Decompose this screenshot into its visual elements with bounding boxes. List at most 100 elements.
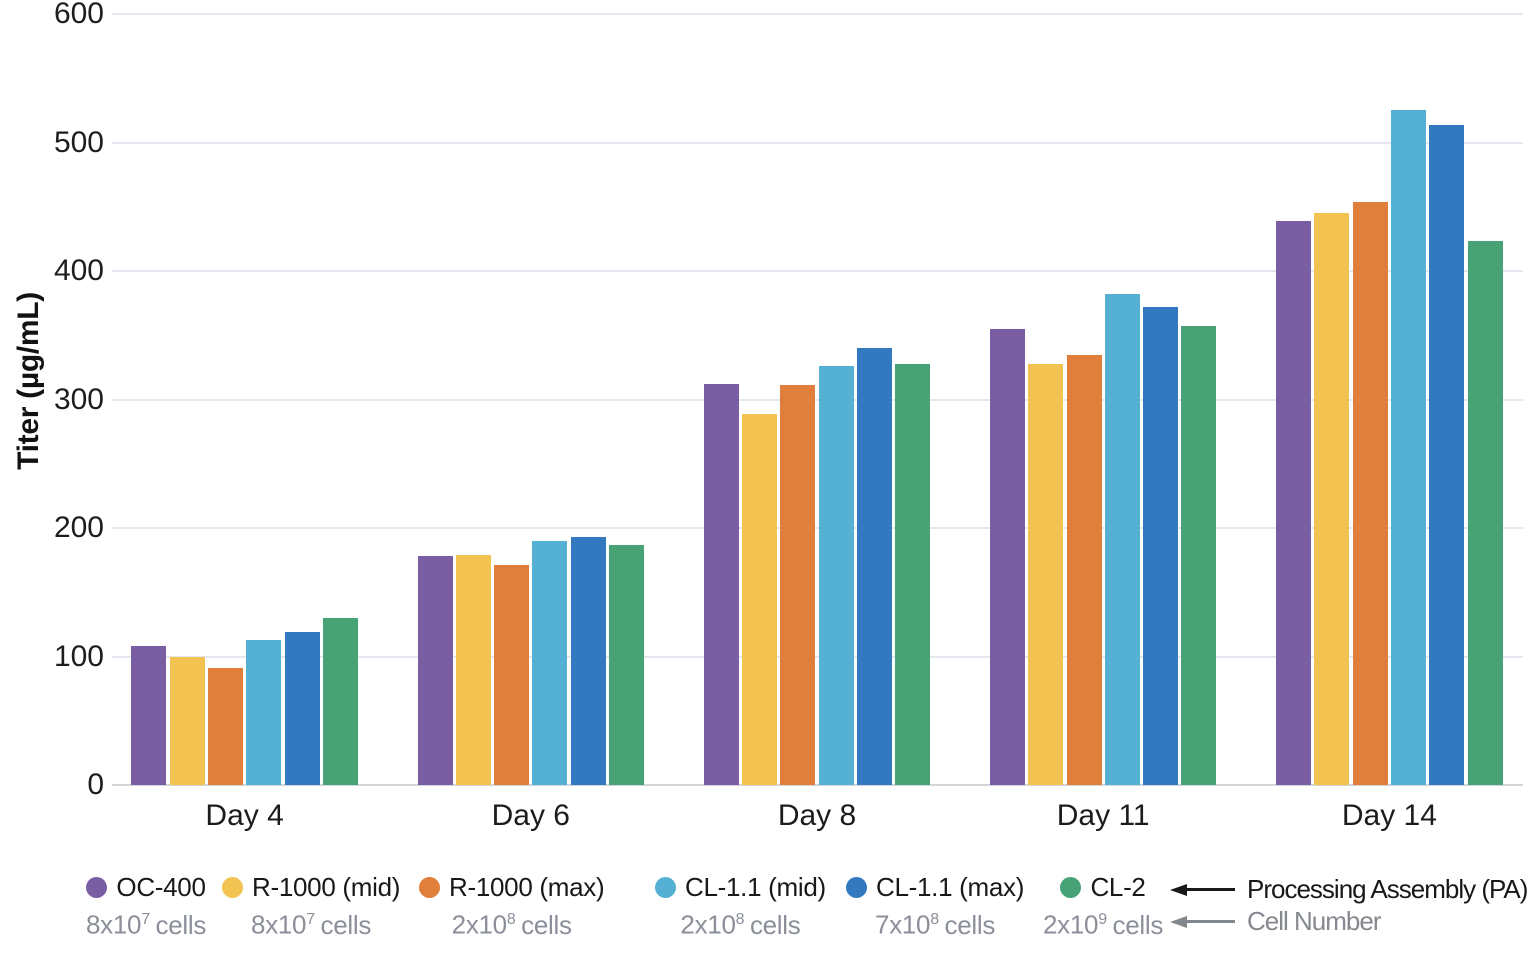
plot-area [112, 13, 1523, 786]
bar [246, 639, 282, 785]
bar [1352, 201, 1388, 785]
legend-label: CL-1.1 (mid) [685, 872, 826, 902]
bar [1276, 220, 1312, 785]
legend-color-dot [846, 876, 867, 898]
bar [780, 385, 816, 785]
bar [989, 328, 1025, 785]
legend-item: CL-1.1 (mid) 2x108 cells [655, 872, 826, 940]
cell-number-unit: cells [1112, 909, 1164, 940]
bar [1104, 294, 1140, 785]
legend-cell-number: 2x108 cells [680, 905, 800, 940]
left-arrow-shaft [1187, 920, 1235, 923]
bar [532, 540, 568, 785]
y-tick-label: 0 [87, 768, 104, 801]
y-tick-label: 300 [53, 382, 104, 416]
legend-label-row: CL-2 [1060, 872, 1146, 902]
legend-label: CL-2 [1090, 872, 1146, 902]
legend-item: R-1000 (mid) 8x107 cells [222, 872, 400, 940]
y-axis-title: Titer (µg/mL) [12, 292, 45, 470]
cell-number-unit: cells [749, 909, 801, 940]
legend-color-dot [86, 876, 108, 898]
cell-number-base: 2x10 [680, 909, 736, 940]
legend-color-dot [419, 876, 440, 898]
left-arrow-icon [1170, 915, 1187, 928]
bar [207, 668, 243, 785]
legend-cell-number: 8x107 cells [251, 905, 371, 940]
y-tick-label: 400 [53, 254, 104, 287]
cell-number-unit: cells [155, 909, 207, 940]
x-axis-line [112, 784, 1523, 786]
gridline [112, 655, 1523, 658]
legend-label: R-1000 (max) [449, 872, 605, 902]
bar [570, 537, 606, 785]
x-tick-label: Day 6 [491, 799, 570, 832]
legend-cell-number: 2x109 cells [1043, 905, 1163, 940]
legend-cell-number: 8x107 cells [86, 905, 206, 940]
cell-number-base: 7x10 [875, 909, 931, 940]
bar [322, 617, 358, 785]
left-arrow-icon [1170, 883, 1187, 896]
y-tick-label: 100 [53, 639, 104, 673]
x-tick-label: Day 14 [1341, 799, 1437, 832]
annotation-cells: Cell Number [1170, 906, 1381, 937]
legend-item: OC-400 8x107 cells [86, 872, 206, 940]
cell-number-unit: cells [944, 909, 996, 940]
legend-cell-number: 7x108 cells [875, 905, 995, 940]
y-tick-label: 200 [53, 511, 104, 544]
bar [455, 555, 491, 785]
bar [284, 632, 320, 785]
annotation-label: Cell Number [1247, 906, 1381, 936]
legend-item: CL-2 2x109 cells [1043, 872, 1163, 940]
legend-label: CL-1.1 (max) [876, 872, 1025, 902]
bar [417, 556, 453, 785]
legend-item: R-1000 (max) 2x108 cells [419, 872, 605, 940]
bar [1429, 124, 1465, 785]
legend-color-dot [222, 876, 243, 898]
legend-color-dot [655, 876, 676, 898]
legend-label-row: CL-1.1 (mid) [655, 872, 826, 902]
bar [131, 646, 167, 785]
bar [895, 363, 931, 785]
x-tick-label: Day 4 [205, 799, 284, 832]
legend-item: CL-1.1 (max) 7x108 cells [846, 872, 1024, 940]
gridline [112, 270, 1523, 272]
x-tick-label: Day 11 [1056, 799, 1150, 832]
bar [1314, 213, 1350, 785]
cell-number-base: 8x10 [86, 909, 142, 940]
bar-group-day-8 [703, 14, 931, 785]
bar [494, 565, 530, 785]
bar-group-day-11 [989, 14, 1217, 785]
cell-number-base: 2x10 [1043, 909, 1099, 940]
legend-label: OC-400 [116, 872, 206, 902]
gridline [112, 141, 1523, 144]
cell-number-base: 2x10 [451, 909, 507, 940]
cell-number-unit: cells [320, 909, 372, 940]
bar [856, 348, 892, 785]
bar [1467, 241, 1503, 785]
legend-label-row: R-1000 (max) [419, 872, 605, 902]
bar [703, 384, 739, 785]
bar [1181, 326, 1217, 785]
gridline [112, 398, 1523, 401]
legend-label: R-1000 (mid) [252, 872, 401, 902]
bar [169, 656, 205, 785]
legend-label-row: R-1000 (mid) [222, 872, 400, 902]
gridline [112, 13, 1523, 15]
bar [742, 413, 778, 785]
y-tick-label: 600 [53, 0, 104, 30]
cell-number-exponent: 7 [141, 911, 150, 928]
cell-number-unit: cells [521, 909, 572, 940]
legend-label-row: OC-400 [86, 872, 206, 902]
cell-number-exponent: 8 [506, 911, 516, 928]
gridline [112, 527, 1523, 529]
annotation-pa: Processing Assembly (PA) [1170, 874, 1528, 905]
cell-number-exponent: 8 [735, 911, 745, 928]
cell-number-base: 8x10 [251, 909, 307, 940]
bar-group-day-6 [417, 14, 645, 785]
bar [1143, 306, 1179, 785]
bar-group-day-14 [1276, 14, 1503, 785]
x-tick-label: Day 8 [777, 799, 857, 832]
bar [609, 544, 645, 785]
left-arrow-shaft [1187, 888, 1235, 891]
